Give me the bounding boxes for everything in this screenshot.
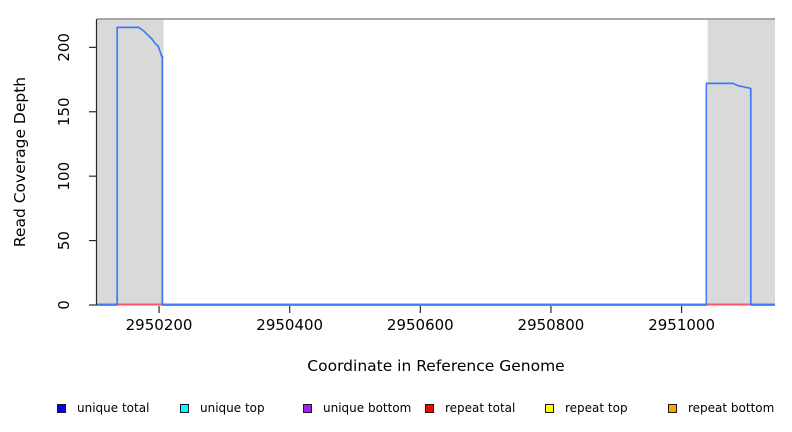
repeat-top-swatch-icon [545, 403, 554, 413]
repeat-total-swatch-icon [425, 403, 434, 413]
svg-text:2950800: 2950800 [518, 316, 585, 334]
legend-entry-repeat-total: repeat total [425, 400, 515, 416]
legend-label: unique top [200, 401, 265, 415]
plot-legend: unique total unique top unique bottom re… [0, 398, 792, 422]
coverage-plot: 0 50 100 150 200 2950200 2950400 2950600 2950800… [11, 18, 775, 375]
legend-entry-repeat-bottom: repeat bottom [668, 400, 774, 416]
unique-top-swatch-icon [180, 403, 189, 413]
legend-entry-repeat-top: repeat top [545, 400, 628, 416]
svg-text:0: 0 [55, 300, 73, 310]
y-axis-title: Read Coverage Depth [11, 77, 29, 247]
legend-label: repeat top [565, 401, 628, 415]
svg-text:2950400: 2950400 [256, 316, 323, 334]
legend-label: repeat total [445, 401, 516, 415]
legend-entry-unique-bottom: unique bottom [303, 400, 411, 416]
svg-text:2950200: 2950200 [126, 316, 193, 334]
legend-label: unique bottom [323, 401, 412, 415]
axes: 0 50 100 150 200 2950200 2950400 2950600 2950800… [55, 19, 715, 334]
legend-label: repeat bottom [688, 401, 775, 415]
unique-total-swatch-icon [57, 403, 66, 413]
svg-text:2950600: 2950600 [387, 316, 454, 334]
svg-text:200: 200 [55, 33, 73, 62]
coverage-series [97, 26, 775, 306]
svg-text:2951000: 2951000 [648, 316, 715, 334]
unique-bottom-swatch-icon [303, 403, 312, 413]
legend-label: unique total [77, 401, 150, 415]
x-axis-title: Coordinate in Reference Genome [307, 357, 564, 375]
repeat-bottom-swatch-icon [668, 403, 677, 413]
legend-entry-unique-total: unique total [57, 400, 149, 416]
svg-text:50: 50 [55, 231, 73, 250]
svg-text:150: 150 [55, 97, 73, 126]
svg-text:100: 100 [55, 162, 73, 191]
legend-entry-unique-top: unique top [180, 400, 265, 416]
repeat-region-bands [97, 19, 775, 305]
